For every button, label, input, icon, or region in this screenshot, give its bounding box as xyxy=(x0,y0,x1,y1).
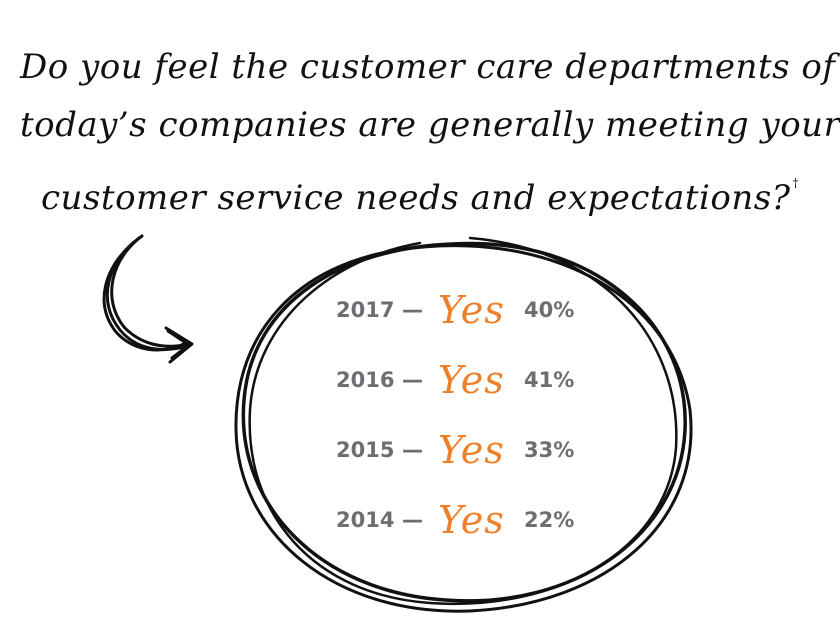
question-line-3: customer service needs and expectations?… xyxy=(20,154,820,227)
question-line-3-text: customer service needs and expectations? xyxy=(41,178,791,218)
result-percent: 40% xyxy=(524,298,575,322)
footnote-mark: † xyxy=(792,176,799,190)
result-year: 2014 xyxy=(336,508,395,532)
curved-arrow-icon xyxy=(102,234,194,364)
question-line-2: today’s companies are generally meeting … xyxy=(20,105,840,145)
result-dash: — xyxy=(402,508,423,532)
result-row-2017: 2017 — Yes 40% xyxy=(330,288,600,338)
result-percent: 41% xyxy=(524,368,575,392)
result-year: 2017 xyxy=(336,298,395,322)
result-answer: Yes xyxy=(438,498,505,542)
result-percent: 22% xyxy=(524,508,575,532)
result-row-2016: 2016 — Yes 41% xyxy=(330,358,600,408)
result-row-2014: 2014 — Yes 22% xyxy=(330,498,600,548)
result-year: 2015 xyxy=(336,438,395,462)
result-answer: Yes xyxy=(438,358,505,402)
result-dash: — xyxy=(402,368,423,392)
result-year: 2016 xyxy=(336,368,395,392)
result-row-2015: 2015 — Yes 33% xyxy=(330,428,600,478)
result-dash: — xyxy=(402,298,423,322)
question-line-1: Do you feel the customer care department… xyxy=(20,47,836,87)
result-percent: 33% xyxy=(524,438,575,462)
survey-question: Do you feel the customer care department… xyxy=(20,38,840,227)
result-dash: — xyxy=(402,438,423,462)
result-answer: Yes xyxy=(438,288,505,332)
result-answer: Yes xyxy=(438,428,505,472)
